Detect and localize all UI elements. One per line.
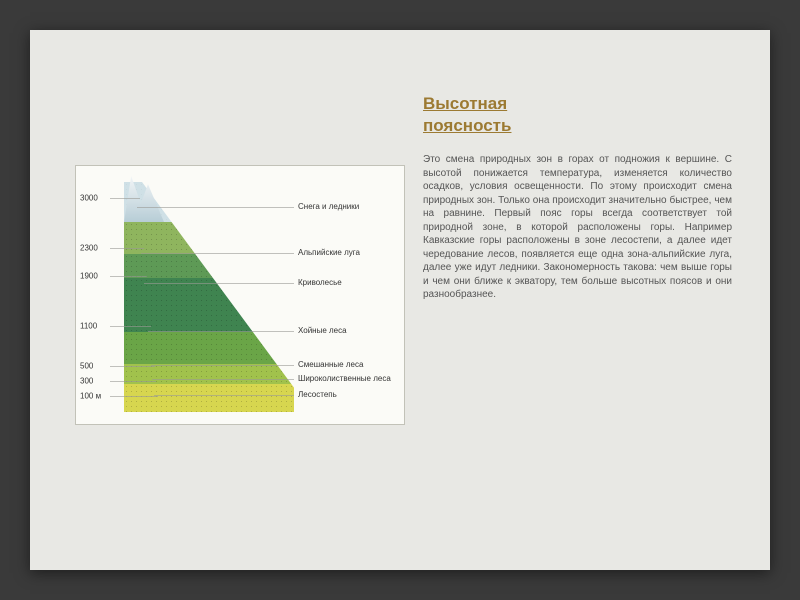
axis-label: 3000 <box>80 194 98 203</box>
gridline <box>110 276 147 277</box>
zone-label: Смешанные леса <box>298 360 363 369</box>
label-leader <box>141 253 294 254</box>
axis-label: 300 <box>80 377 93 386</box>
axis-label: 2300 <box>80 244 98 253</box>
zone-label: Лесостепь <box>298 390 337 399</box>
axis-label: 100 м <box>80 392 101 401</box>
zone-label: Снега и ледники <box>298 202 359 211</box>
mountain <box>124 182 294 412</box>
zone-label: Альпийские луга <box>298 248 360 257</box>
label-leader <box>151 365 294 366</box>
slide-title: Высотная поясность <box>423 93 732 137</box>
gridline <box>110 248 144 249</box>
axis-label: 1900 <box>80 272 98 281</box>
axis-label: 500 <box>80 362 93 371</box>
zone-band <box>124 332 294 364</box>
text-column: Высотная поясность Это смена природных з… <box>423 85 732 425</box>
axis-label: 1100 <box>80 322 97 331</box>
label-leader <box>148 331 294 332</box>
zone-label: Широколиственные леса <box>298 374 391 383</box>
slide: 3000 2300 1900 1100 500 300 100 м Снега и ледни… <box>30 30 770 570</box>
body-text: Это смена природных зон в горах от подно… <box>423 153 732 302</box>
gridline <box>110 396 158 397</box>
title-line-1: Высотная <box>423 94 507 113</box>
altitude-zonation-diagram: 3000 2300 1900 1100 500 300 100 м Снега и ледни… <box>75 165 405 425</box>
zone-label: Хойные леса <box>298 326 347 335</box>
title-line-2: поясность <box>423 116 511 135</box>
label-leader <box>144 283 294 284</box>
zone-band <box>124 254 294 278</box>
label-leader <box>137 207 294 208</box>
gridline <box>110 326 151 327</box>
gridline <box>110 198 140 199</box>
label-leader <box>154 395 294 396</box>
gridline <box>110 381 156 382</box>
gridline <box>110 366 155 367</box>
zone-band <box>124 278 294 332</box>
label-leader <box>152 379 294 380</box>
zone-band <box>124 384 294 412</box>
zone-band <box>124 222 294 254</box>
zone-label: Криволесье <box>298 278 342 287</box>
slide-content: 3000 2300 1900 1100 500 300 100 м Снега и ледни… <box>30 30 770 455</box>
